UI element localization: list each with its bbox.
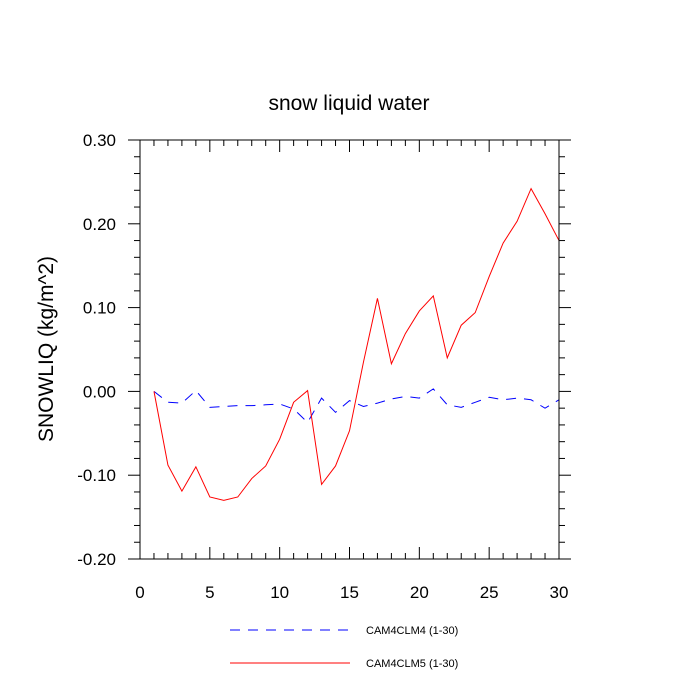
legend: CAM4CLM4 (1-30) CAM4CLM5 (1-30) (230, 625, 458, 670)
y-tick-label: 0.00 (83, 382, 116, 401)
series-line-1 (153, 388, 560, 424)
y-tick-label: 0.30 (83, 131, 116, 150)
series-line-2 (153, 187, 560, 501)
legend-label: CAM4CLM4 (1-30) (366, 625, 458, 637)
legend-label: CAM4CLM5 (1-30) (366, 658, 458, 670)
x-tick-label: 0 (135, 583, 144, 602)
y-tick-label: 0.10 (83, 299, 116, 318)
chart-title: snow liquid water (268, 92, 429, 115)
x-tick-label: 20 (410, 583, 429, 602)
y-tick-label: -0.10 (77, 466, 116, 485)
x-tick-label: 30 (550, 583, 569, 602)
x-tick-label: 15 (340, 583, 359, 602)
plot-frame (139, 139, 560, 560)
y-tick-label: -0.20 (77, 550, 116, 569)
y-axis-label: SNOWLIQ (kg/m^2) (35, 256, 58, 442)
x-tick-label: 5 (205, 583, 214, 602)
axis-ticks: 0 5 10 15 20 25 30 -0.20 -0.10 0.00 0.10 0.20 0.30 (77, 131, 571, 602)
y-tick-label: 0.20 (83, 215, 116, 234)
x-tick-label: 10 (270, 583, 289, 602)
x-tick-label: 25 (480, 583, 499, 602)
series-lines (153, 187, 560, 501)
